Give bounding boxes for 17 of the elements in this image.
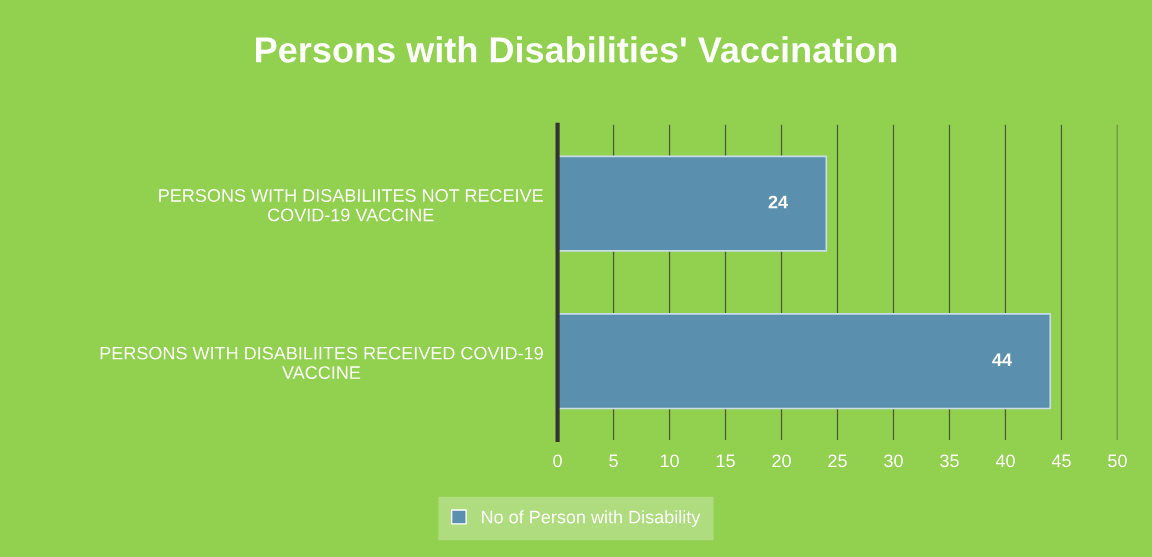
y-tick-label: PERSONS WITH DISABILIITES RECEIVED COVID-19 VACCINE	[100, 346, 543, 379]
x-tick-label: 15	[716, 454, 735, 468]
x-tick-label: 10	[660, 454, 679, 468]
data-label: 44	[992, 353, 1012, 366]
x-tick-label: 25	[828, 454, 847, 468]
x-tick-label: 30	[884, 454, 903, 468]
x-tick-label: 50	[1108, 454, 1127, 468]
data-label: 24	[768, 195, 788, 209]
y-tick-label: PERSONS WITH DISABILIITES NOT RECEIVE COVID-19 VACCINE	[159, 189, 543, 222]
chart-title: Persons with Disabilities' Vaccination	[256, 36, 897, 63]
x-tick-label: 5	[609, 454, 618, 468]
x-tick-label: 40	[995, 454, 1015, 468]
x-tick-label: 35	[940, 454, 959, 468]
legend-label: No of Person with Disability	[482, 510, 701, 527]
x-tick-label: 45	[1051, 454, 1071, 468]
x-tick-label: 0	[553, 454, 562, 468]
x-tick-label: 20	[772, 454, 791, 468]
